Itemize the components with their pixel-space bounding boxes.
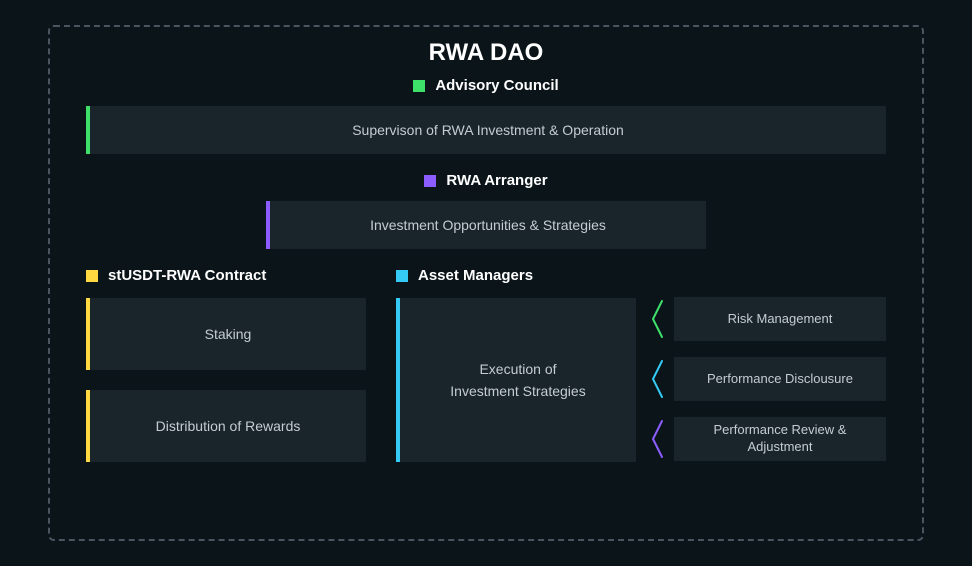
arranger-bar: Investment Opportunities & Strategies: [266, 201, 706, 249]
arranger-color-square: [424, 175, 436, 187]
distribution-bar: Distribution of Rewards: [86, 390, 366, 462]
right-item-0: Risk Management: [650, 297, 886, 341]
managers-header: Asset Managers: [396, 267, 636, 284]
managers-right-column: Risk Management Performance Disclousure Pe…: [650, 267, 886, 461]
right-item-2: Performance Review & Adjustment: [650, 417, 886, 461]
dao-container: RWA DAO Advisory Council Supervison of R…: [48, 25, 924, 541]
contract-header: stUSDT-RWA Contract: [86, 267, 366, 284]
managers-color-square: [396, 270, 408, 282]
right-bar-2: Performance Review & Adjustment: [674, 417, 886, 461]
right-bar-0: Risk Management: [674, 297, 886, 341]
execution-bar: Execution ofInvestment Strategies: [396, 298, 636, 462]
contract-color-square: [86, 270, 98, 282]
right-bar-text: Performance Review & Adjustment: [682, 422, 878, 456]
staking-bar: Staking: [86, 298, 366, 370]
right-bar-text: Performance Disclousure: [707, 371, 853, 388]
right-item-1: Performance Disclousure: [650, 357, 886, 401]
distribution-bar-text: Distribution of Rewards: [156, 418, 301, 434]
bottom-row: stUSDT-RWA Contract Staking Distribution…: [86, 267, 886, 462]
right-bar-1: Performance Disclousure: [674, 357, 886, 401]
arranger-label: RWA Arranger: [446, 172, 547, 189]
managers-column: Asset Managers Execution ofInvestment St…: [396, 267, 636, 462]
chevron-left-icon: [650, 297, 664, 341]
execution-bar-text: Execution ofInvestment Strategies: [450, 358, 585, 403]
chevron-left-icon: [650, 417, 664, 461]
advisory-color-square: [413, 80, 425, 92]
advisory-bar-text: Supervison of RWA Investment & Operation: [352, 122, 624, 138]
right-bar-text: Risk Management: [728, 311, 833, 328]
contract-column: stUSDT-RWA Contract Staking Distribution…: [86, 267, 366, 462]
arranger-header: RWA Arranger: [86, 172, 886, 189]
managers-label: Asset Managers: [418, 267, 533, 284]
advisory-header: Advisory Council: [86, 77, 886, 94]
advisory-bar: Supervison of RWA Investment & Operation: [86, 106, 886, 154]
main-title: RWA DAO: [86, 39, 886, 67]
chevron-left-icon: [650, 357, 664, 401]
arranger-bar-text: Investment Opportunities & Strategies: [370, 217, 606, 233]
contract-label: stUSDT-RWA Contract: [108, 267, 266, 284]
staking-bar-text: Staking: [205, 326, 252, 342]
right-items-list: Risk Management Performance Disclousure Pe…: [650, 267, 886, 461]
advisory-label: Advisory Council: [435, 77, 558, 94]
